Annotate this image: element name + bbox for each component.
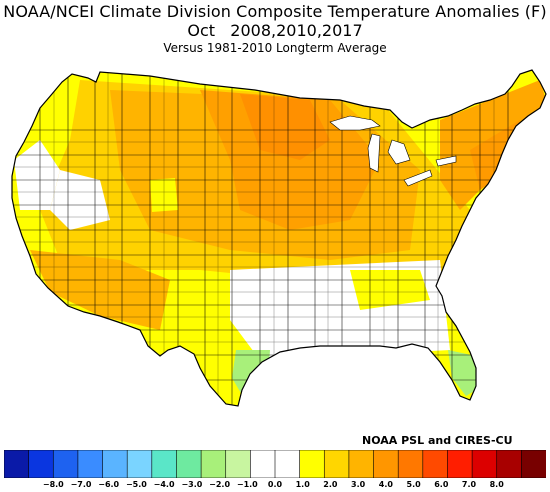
color-swatch [28, 450, 54, 478]
scale-tick-label: 6.0 [434, 480, 449, 489]
color-swatch [373, 450, 399, 478]
color-swatch [52, 450, 79, 478]
scale-tick-label: 4.0 [378, 480, 393, 489]
scale-tick-label: −1.0 [236, 480, 258, 489]
scale-tick-label: −6.0 [98, 480, 120, 489]
scale-tick-label: 8.0 [489, 480, 504, 489]
color-swatch [77, 450, 104, 478]
color-swatch [126, 450, 153, 478]
map-subtitle: Oct 2008,2010,2017 [0, 21, 550, 40]
color-swatch [225, 450, 251, 478]
lake-ontario [435, 155, 457, 167]
scale-tick-label: 0.0 [267, 480, 283, 489]
scale-tick-label: 7.0 [461, 480, 477, 489]
data-credit: NOAA PSL and CIRES-CU [362, 434, 513, 447]
color-scale-ticks: −8.0 −7.0 −6.0 −5.0 −4.0 −3.0 −2.0 −1.0 0.0 1.0 2.… [0, 480, 550, 492]
scale-tick-label: −4.0 [153, 480, 175, 489]
color-swatch [151, 450, 178, 478]
color-swatch [521, 450, 546, 478]
color-swatch [299, 450, 325, 478]
scale-tick-label: 3.0 [351, 480, 366, 489]
scale-tick-label: −5.0 [125, 480, 147, 489]
scale-tick-label: −3.0 [181, 480, 203, 489]
lake-michigan [367, 133, 381, 173]
scale-tick-label: −7.0 [70, 480, 92, 489]
lake-superior [329, 115, 381, 131]
color-swatch [200, 450, 227, 478]
color-swatch [496, 450, 522, 478]
color-swatch [250, 450, 276, 478]
us-anomaly-map [11, 69, 547, 407]
color-swatch [323, 450, 350, 478]
color-swatch [471, 450, 498, 478]
color-swatch [274, 450, 301, 478]
color-scale-bar [4, 450, 546, 478]
color-swatch [176, 450, 202, 478]
subtitle-years: 2008,2010,2017 [230, 21, 363, 40]
scale-tick-label: −8.0 [42, 480, 64, 489]
color-swatch [102, 450, 128, 478]
scale-tick-label: −2.0 [209, 480, 231, 489]
color-swatch [348, 450, 375, 478]
color-swatch [4, 450, 30, 478]
color-swatch [447, 450, 473, 478]
map-title: NOAA/NCEI Climate Division Composite Tem… [3, 2, 547, 21]
subtitle-month: Oct [187, 21, 216, 40]
lake-erie [403, 169, 433, 187]
color-swatch [422, 450, 449, 478]
scale-tick-label: 2.0 [323, 480, 338, 489]
color-swatch [397, 450, 424, 478]
lake-huron [387, 139, 411, 165]
scale-tick-label: 5.0 [406, 480, 421, 489]
map-baseline-note: Versus 1981-2010 Longterm Average [163, 41, 387, 55]
scale-tick-label: 1.0 [295, 480, 310, 489]
